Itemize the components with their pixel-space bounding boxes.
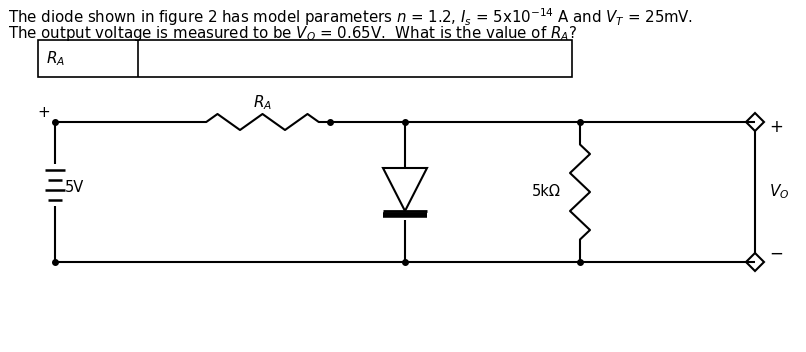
Text: The output voltage is measured to be $V_O$ = 0.65V.  What is the value of $R_A$?: The output voltage is measured to be $V_… xyxy=(8,24,577,43)
Text: $V_O$: $V_O$ xyxy=(769,183,789,201)
Text: 5V: 5V xyxy=(65,181,85,195)
Bar xyxy=(38,40,572,77)
Text: 5kΩ: 5kΩ xyxy=(532,184,561,200)
Text: +: + xyxy=(37,105,50,120)
Text: $R_A$: $R_A$ xyxy=(253,93,272,112)
Text: −: − xyxy=(769,245,783,263)
Text: The diode shown in figure 2 has model parameters $n$ = 1.2, $I_s$ = 5x10$^{-14}$: The diode shown in figure 2 has model pa… xyxy=(8,6,693,28)
Text: $R_A$: $R_A$ xyxy=(46,49,65,68)
Text: +: + xyxy=(769,118,783,136)
